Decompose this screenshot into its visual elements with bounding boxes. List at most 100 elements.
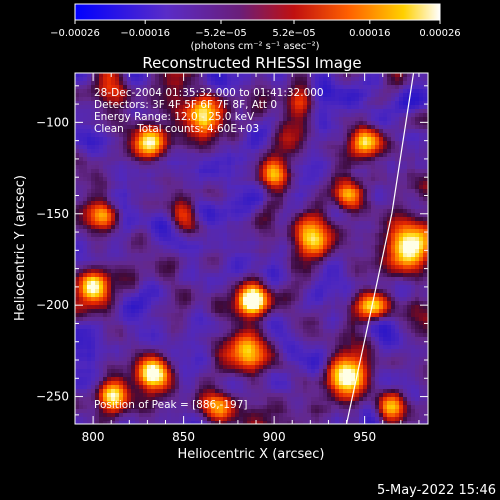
heatmap-cell bbox=[115, 273, 120, 278]
heatmap-cell bbox=[219, 85, 224, 90]
heatmap-cell bbox=[279, 81, 284, 86]
heatmap-cell bbox=[363, 241, 368, 246]
heatmap-cell bbox=[99, 153, 104, 158]
heatmap-cell bbox=[423, 105, 428, 110]
heatmap-cell bbox=[423, 85, 428, 90]
heatmap-cell bbox=[255, 249, 260, 254]
heatmap-cell bbox=[175, 213, 180, 218]
heatmap-cell bbox=[287, 165, 292, 170]
heatmap-cell bbox=[167, 205, 172, 210]
heatmap-cell bbox=[243, 101, 248, 106]
heatmap-cell bbox=[263, 109, 268, 114]
heatmap-cell bbox=[103, 117, 108, 122]
heatmap-cell bbox=[271, 153, 276, 158]
heatmap-cell bbox=[111, 73, 116, 78]
heatmap-cell bbox=[231, 173, 236, 178]
heatmap-cell bbox=[179, 189, 184, 194]
heatmap-cell bbox=[123, 193, 128, 198]
heatmap-cell bbox=[215, 125, 220, 130]
heatmap-cell bbox=[315, 101, 320, 106]
heatmap-cell bbox=[407, 117, 412, 122]
heatmap-cell bbox=[363, 249, 368, 254]
heatmap-cell bbox=[159, 277, 164, 282]
heatmap-cell bbox=[223, 109, 228, 114]
heatmap-cell bbox=[179, 177, 184, 182]
heatmap-cell bbox=[367, 229, 372, 234]
heatmap-cell bbox=[239, 213, 244, 218]
heatmap-cell bbox=[411, 85, 416, 90]
heatmap-cell bbox=[359, 253, 364, 258]
heatmap-cell bbox=[91, 225, 96, 230]
heatmap-cell bbox=[147, 225, 152, 230]
heatmap-cell bbox=[403, 189, 408, 194]
heatmap-cell bbox=[227, 125, 232, 130]
heatmap-cell bbox=[175, 237, 180, 242]
heatmap-cell bbox=[335, 225, 340, 230]
heatmap-cell bbox=[243, 145, 248, 150]
heatmap-cell bbox=[379, 213, 384, 218]
heatmap-cell bbox=[275, 101, 280, 106]
heatmap-cell bbox=[223, 221, 228, 226]
heatmap-cell bbox=[195, 229, 200, 234]
heatmap-cell bbox=[139, 121, 144, 126]
heatmap-cell bbox=[255, 165, 260, 170]
heatmap-cell bbox=[383, 261, 388, 266]
heatmap-cell bbox=[331, 133, 336, 138]
heatmap-cell bbox=[415, 117, 420, 122]
heatmap-cell bbox=[75, 145, 80, 150]
heatmap-cell bbox=[75, 165, 80, 170]
heatmap-cell bbox=[227, 257, 232, 262]
heatmap-cell bbox=[227, 225, 232, 230]
heatmap-cell bbox=[383, 213, 388, 218]
heatmap-cell bbox=[119, 165, 124, 170]
heatmap-cell bbox=[143, 165, 148, 170]
heatmap-cell bbox=[327, 133, 332, 138]
heatmap-cell bbox=[179, 185, 184, 190]
heatmap-cell bbox=[407, 221, 412, 226]
heatmap-cell bbox=[271, 133, 276, 138]
heatmap-cell bbox=[375, 293, 380, 298]
heatmap-cell bbox=[323, 189, 328, 194]
heatmap-cell bbox=[79, 125, 84, 130]
heatmap-cell bbox=[147, 261, 152, 266]
heatmap-cell bbox=[391, 189, 396, 194]
heatmap-cell bbox=[299, 205, 304, 210]
heatmap-cell bbox=[315, 237, 320, 242]
heatmap-cell bbox=[247, 165, 252, 170]
heatmap-cell bbox=[335, 265, 340, 270]
heatmap-cell bbox=[87, 73, 92, 78]
heatmap-cell bbox=[311, 85, 316, 90]
heatmap-cell bbox=[367, 253, 372, 258]
heatmap-cell bbox=[115, 137, 120, 142]
heatmap-cell bbox=[299, 185, 304, 190]
heatmap-cell bbox=[283, 221, 288, 226]
heatmap-cell bbox=[411, 129, 416, 134]
heatmap-cell bbox=[399, 113, 404, 118]
heatmap-cell bbox=[143, 125, 148, 130]
heatmap-cell bbox=[319, 225, 324, 230]
heatmap-cell bbox=[187, 129, 192, 134]
heatmap-cell bbox=[371, 217, 376, 222]
heatmap-cell bbox=[351, 93, 356, 98]
heatmap-cell bbox=[211, 85, 216, 90]
heatmap-cell bbox=[75, 149, 80, 154]
heatmap-cell bbox=[195, 173, 200, 178]
heatmap-cell bbox=[223, 105, 228, 110]
heatmap-cell bbox=[95, 117, 100, 122]
heatmap-cell bbox=[175, 153, 180, 158]
heatmap-cell bbox=[315, 125, 320, 130]
heatmap-cell bbox=[415, 185, 420, 190]
heatmap-cell bbox=[135, 217, 140, 222]
heatmap-cell bbox=[419, 109, 424, 114]
heatmap-cell bbox=[175, 225, 180, 230]
heatmap-cell bbox=[199, 185, 204, 190]
heatmap-cell bbox=[283, 97, 288, 102]
heatmap-cell bbox=[151, 169, 156, 174]
heatmap-cell bbox=[327, 81, 332, 86]
heatmap-cell bbox=[159, 197, 164, 202]
heatmap-cell bbox=[415, 177, 420, 182]
heatmap-cell bbox=[291, 293, 296, 298]
heatmap-cell bbox=[339, 133, 344, 138]
heatmap-cell bbox=[371, 173, 376, 178]
heatmap-cell bbox=[275, 277, 280, 282]
